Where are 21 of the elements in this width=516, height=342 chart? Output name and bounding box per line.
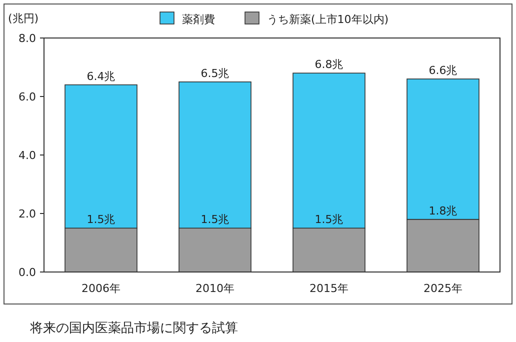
data-label: 1.5兆 [86,213,116,226]
y-tick-label: 4.0 [18,149,36,162]
y-tick-label: 6.0 [18,90,36,104]
legend-label: 薬剤費 [182,13,215,26]
total-label: 6.4兆 [86,70,116,83]
legend-label: うち新薬(上市10年以内) [267,13,389,26]
y-tick-label: 0.0 [18,266,36,279]
y-axis-title: (兆円) [8,12,39,25]
total-label: 6.8兆 [314,58,344,72]
text: 将来の国内医薬品市場に関する試算 [29,321,238,336]
x-tick-label: 2025年 [424,282,462,295]
total-label: 6.5兆 [200,66,230,80]
x-tick-label: 2010年 [196,282,234,295]
y-tick-label: 8.0 [18,32,36,45]
data-label: 1.5兆 [314,213,344,226]
y-tick-label: 2.0 [18,208,36,220]
x-tick-label: 2006年 [82,282,120,295]
total-label: 6.6兆 [428,64,458,77]
data-label: 1.5兆 [200,213,230,226]
x-tick-label: 2015年 [310,282,348,295]
data-label: 1.8兆 [428,204,458,218]
